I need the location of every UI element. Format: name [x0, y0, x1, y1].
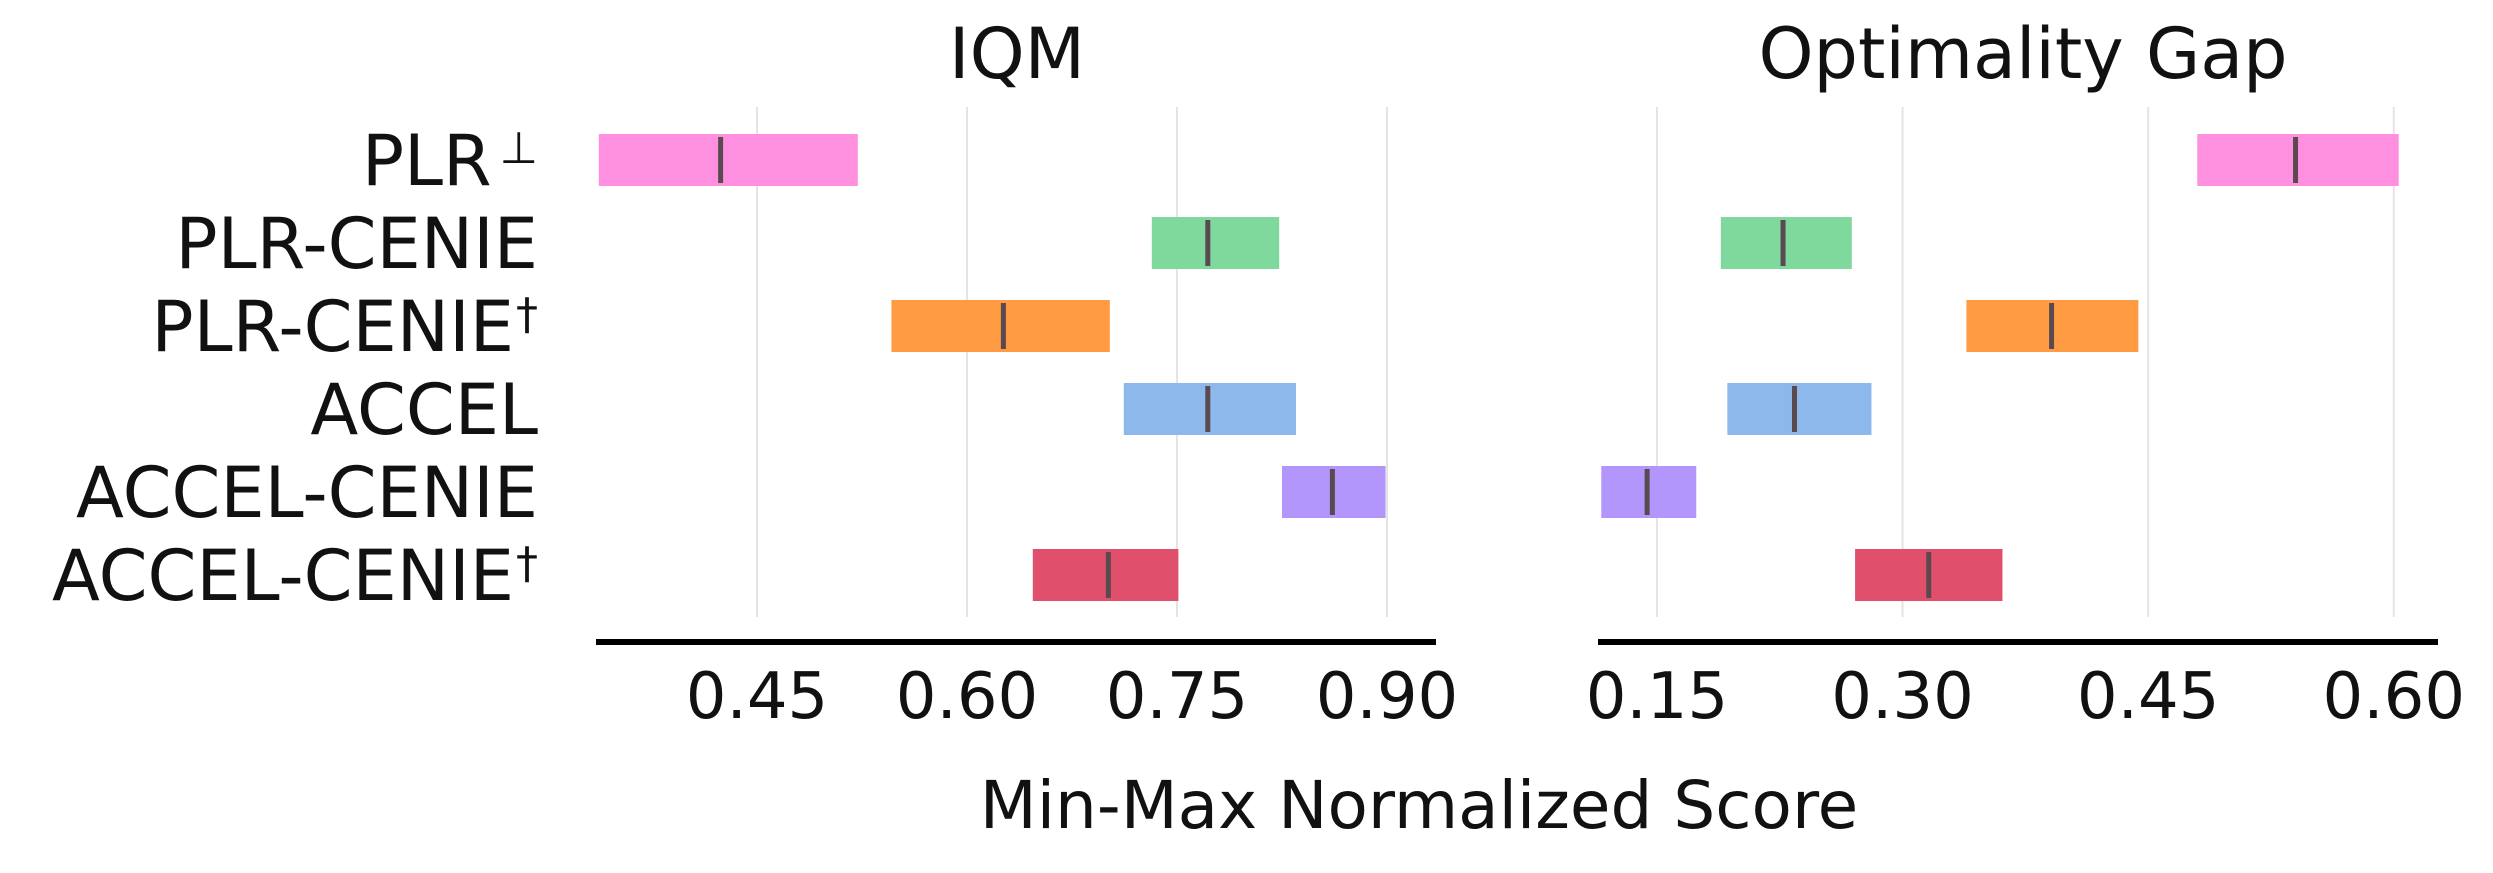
- tick-label-iqm-0: 0.45: [686, 660, 829, 734]
- grid-layer: [756, 107, 2395, 617]
- tick-label-iqm-2: 0.75: [1106, 660, 1249, 734]
- row-labels: PLR ⊥PLR-CENIEPLR-CENIE†ACCELACCEL-CENIEA…: [52, 120, 538, 617]
- tick-label-optimality-gap-1: 0.30: [1831, 660, 1974, 734]
- interval-bar-optimality-gap-3: [1727, 383, 1872, 435]
- row-label-2: PLR-CENIE†: [151, 286, 538, 368]
- interval-bar-iqm-1: [1151, 217, 1280, 269]
- bar-layer: [598, 134, 2399, 601]
- interval-bar-optimality-gap-1: [1720, 217, 1852, 269]
- row-label-4: ACCEL-CENIE: [76, 452, 538, 534]
- tick-label-iqm-1: 0.60: [896, 660, 1039, 734]
- axis-layer: 0.45 0.60 0.75 0.90 0.15 0.30 0.45 0.60: [596, 639, 2466, 734]
- panel-title-iqm: IQM: [949, 13, 1085, 95]
- tick-label-optimality-gap-3: 0.60: [2323, 660, 2466, 734]
- panel-title-optimality-gap: Optimality Gap: [1758, 13, 2287, 95]
- tick-label-optimality-gap-0: 0.15: [1586, 660, 1729, 734]
- row-label-suffix-5: †: [516, 538, 538, 589]
- interval-bar-iqm-2: [891, 300, 1110, 352]
- row-label-0: PLR ⊥: [362, 120, 538, 202]
- row-label-suffix-0: ⊥: [500, 123, 538, 174]
- x-axis-label: Min-Max Normalized Score: [980, 767, 1858, 844]
- row-label-3: ACCEL: [310, 369, 538, 451]
- row-label-1: PLR-CENIE: [175, 203, 538, 285]
- tick-label-optimality-gap-2: 0.45: [2077, 660, 2220, 734]
- tick-label-iqm-3: 0.90: [1316, 660, 1459, 734]
- interval-bar-iqm-0: [598, 134, 858, 186]
- row-label-suffix-2: †: [516, 289, 538, 340]
- interval-bar-iqm-5: [1032, 549, 1179, 601]
- row-label-5: ACCEL-CENIE†: [52, 535, 538, 617]
